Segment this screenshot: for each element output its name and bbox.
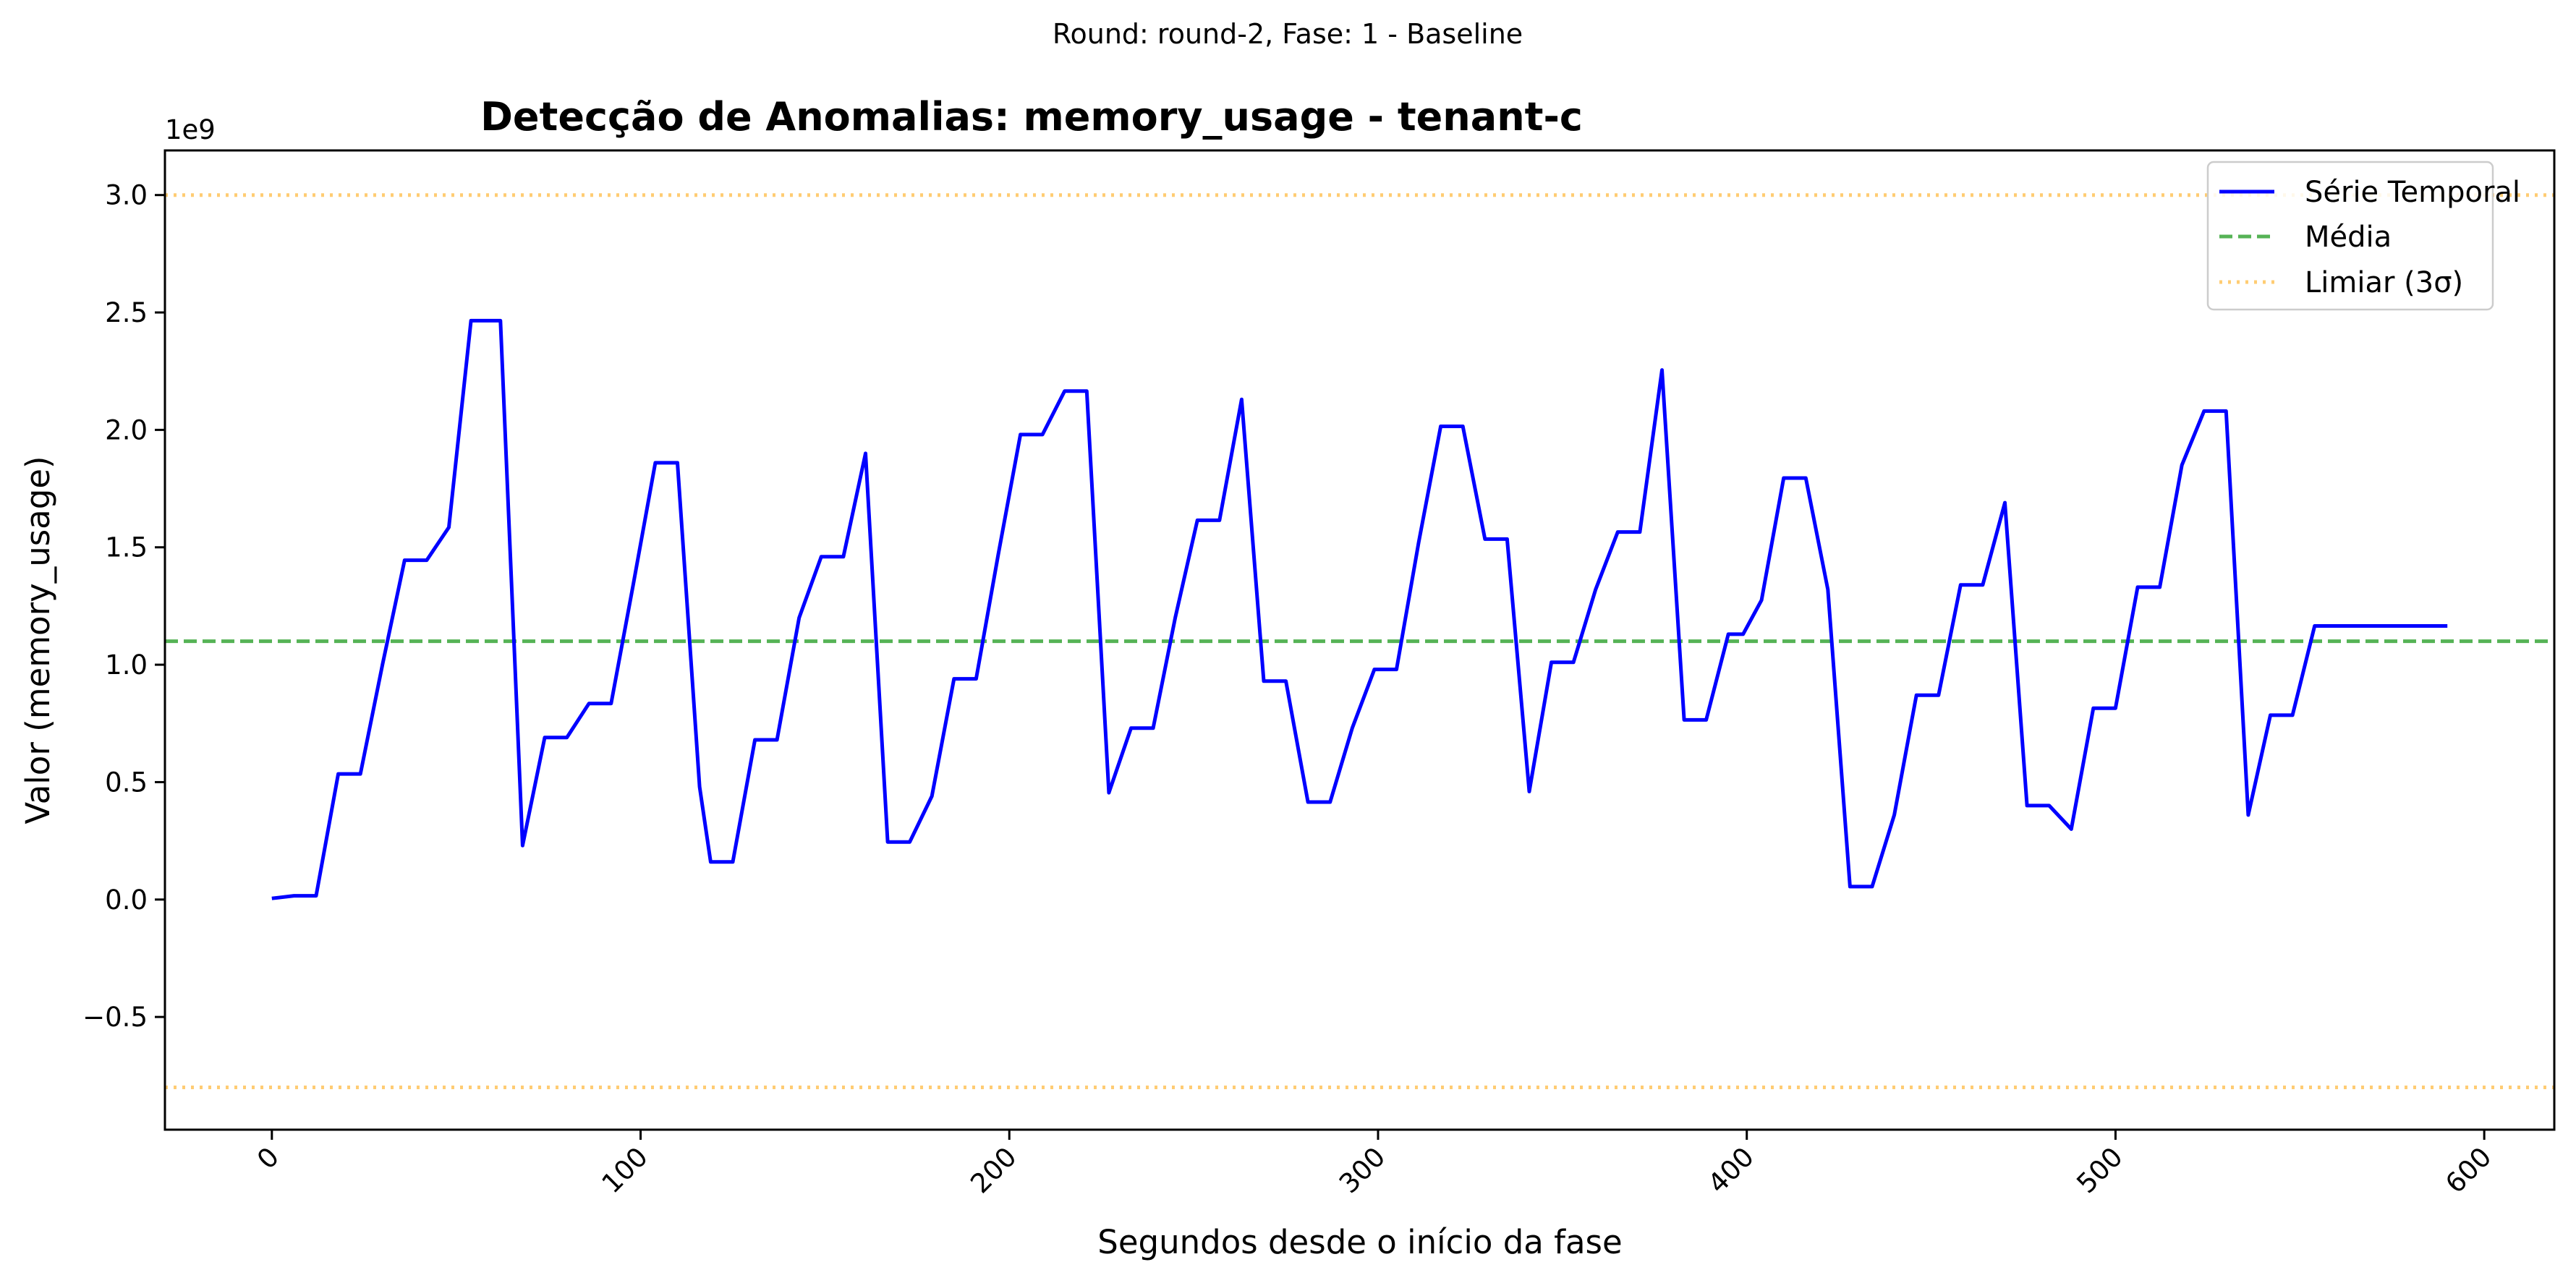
x-tick-label: 600 (2439, 1141, 2497, 1199)
x-tick-label: 400 (1702, 1141, 1760, 1199)
y-tick-label: 2.5 (105, 297, 148, 328)
legend-label-threshold: Limiar (3σ) (2305, 266, 2463, 299)
y-tick-label: −0.5 (82, 1002, 148, 1033)
plot-frame (163, 149, 2556, 1131)
chart-title: Detecção de Anomalias: memory_usage - te… (480, 94, 1583, 140)
legend-label-series: Série Temporal (2305, 176, 2520, 209)
y-tick-label: 0.5 (105, 767, 148, 798)
legend-label-mean: Média (2305, 221, 2392, 254)
x-axis-label: Segundos desde o início da fase (1097, 1223, 1622, 1261)
x-tick-label: 200 (964, 1141, 1022, 1199)
y-offset-label: 1e9 (165, 114, 216, 145)
x-tick-label: 0 (251, 1141, 285, 1175)
x-tick-label: 500 (2070, 1141, 2128, 1199)
x-tick-label: 300 (1333, 1141, 1391, 1199)
legend: Série Temporal Média Limiar (3σ) (2206, 161, 2520, 311)
y-tick-label: 0.0 (105, 885, 148, 916)
series-group (271, 318, 2448, 900)
y-tick-label: 3.0 (105, 180, 148, 211)
y-tick-label: 2.0 (105, 414, 148, 446)
y-tick-label: 1.0 (105, 649, 148, 681)
x-tick-label: 100 (596, 1141, 654, 1199)
chart-suptitle: Round: round-2, Fase: 1 - Baseline (1053, 18, 1523, 50)
legend-box (2206, 161, 2494, 311)
y-tick-label: 1.5 (105, 532, 148, 563)
series-line (271, 318, 2448, 900)
y-axis-label: Valor (memory_usage) (19, 456, 57, 824)
axis-ticks: −0.5 0.0 0.5 1.0 1.5 2.0 2.5 3.0 0 100 200 300 400 50… (82, 180, 2497, 1200)
